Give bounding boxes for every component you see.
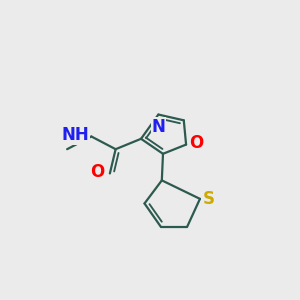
Text: O: O xyxy=(90,163,104,181)
Text: O: O xyxy=(190,134,204,152)
Text: N: N xyxy=(152,118,165,136)
Text: NH: NH xyxy=(61,126,89,144)
Text: S: S xyxy=(203,190,215,208)
